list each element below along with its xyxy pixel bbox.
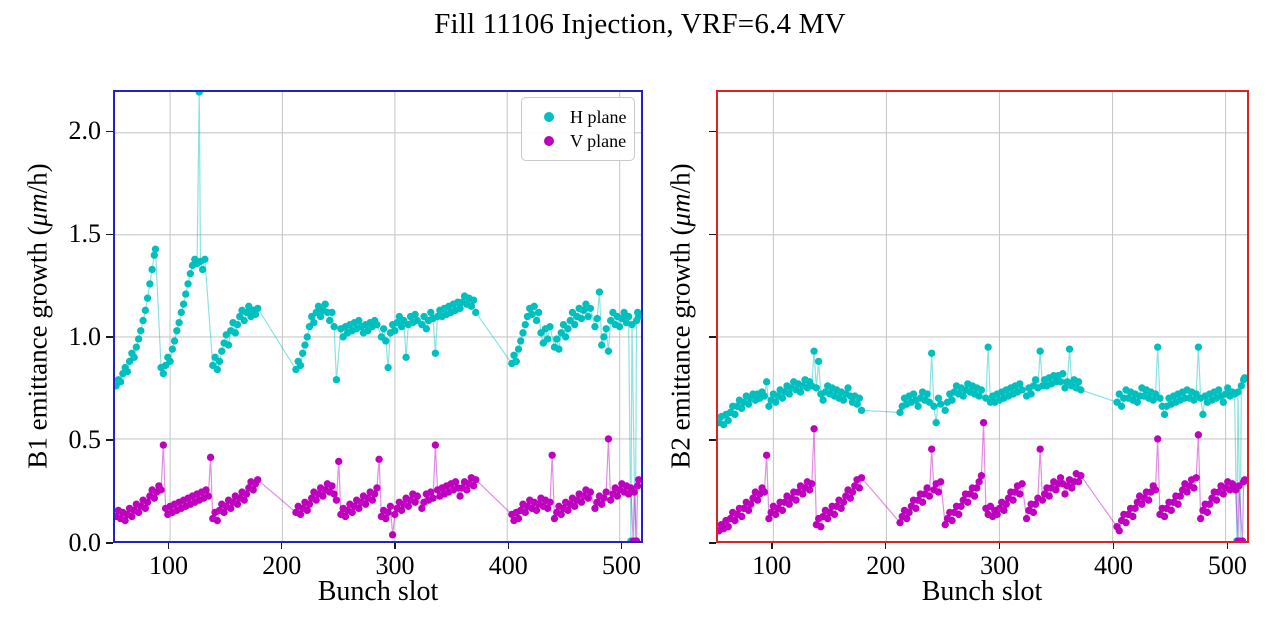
b2-y-axis-label-units: μm <box>665 193 696 227</box>
h-plane-series <box>718 343 1247 541</box>
y-tick-label: 0.5 <box>68 425 102 455</box>
h-plane-series <box>115 92 641 541</box>
b1-y-axis-label-prefix: B1 emittance growth ( <box>22 226 53 469</box>
y-tick-mark <box>106 542 113 544</box>
legend-label-v-plane: V plane <box>570 130 627 151</box>
x-tick-label: 300 <box>375 551 415 580</box>
x-tick-mark <box>771 543 773 549</box>
x-tick-label: 100 <box>752 551 792 580</box>
b2-y-axis-label-prefix: B2 emittance growth ( <box>665 226 696 469</box>
b1-y-axis-label-suffix: /h) <box>22 163 53 194</box>
b1-y-axis-label: B1 emittance growth (μm/h) <box>23 163 54 468</box>
x-tick-mark <box>167 543 170 549</box>
v-plane-series <box>718 418 1247 541</box>
y-tick-mark <box>106 233 113 235</box>
x-tick-mark <box>885 543 887 549</box>
x-tick-label: 500 <box>1207 551 1247 580</box>
y-tick-label: 0.0 <box>68 528 102 557</box>
v-plane-marker-icon <box>544 136 554 146</box>
b1-plot-area <box>115 92 641 541</box>
legend-item-v-plane: V plane <box>528 129 628 153</box>
b2-x-axis-label: Bunch slot <box>921 576 1043 607</box>
x-tick-mark <box>1112 543 1115 549</box>
legend-label-h-plane: H plane <box>570 106 627 127</box>
x-tick-label: 100 <box>148 551 188 580</box>
y-tick-label: 2.0 <box>68 116 102 146</box>
legend: H plane V plane <box>521 97 635 161</box>
y-tick-mark <box>709 439 716 441</box>
v-plane-series <box>115 435 641 541</box>
x-tick-label: 400 <box>1093 551 1133 580</box>
b1-y-axis-label-units: μm <box>22 193 53 227</box>
gridlines <box>718 92 1247 541</box>
x-tick-mark <box>1226 543 1229 549</box>
b1-plot-panel: H plane V plane <box>113 90 643 543</box>
y-tick-label: 1.0 <box>68 322 102 352</box>
y-tick-label: 1.5 <box>68 219 102 249</box>
x-tick-label: 200 <box>262 551 302 580</box>
y-tick-mark <box>106 336 113 338</box>
h-plane-marker-icon <box>544 112 554 122</box>
y-tick-mark <box>709 542 716 544</box>
x-tick-mark <box>281 543 283 549</box>
b2-plot-panel <box>716 90 1249 543</box>
y-tick-mark <box>709 336 716 338</box>
x-tick-label: 400 <box>488 551 528 580</box>
b1-x-axis-label: Bunch slot <box>317 576 439 607</box>
b2-plot-area <box>718 92 1247 541</box>
x-tick-label: 200 <box>866 551 906 580</box>
legend-item-h-plane: H plane <box>528 105 628 129</box>
y-tick-mark <box>709 130 716 132</box>
b2-y-axis-label: B2 emittance growth (μm/h) <box>666 163 697 468</box>
y-tick-mark <box>709 233 716 235</box>
x-tick-mark <box>620 543 623 549</box>
x-tick-mark <box>394 543 396 549</box>
y-tick-mark <box>106 439 113 441</box>
x-tick-label: 300 <box>980 551 1020 580</box>
x-tick-mark <box>507 543 509 549</box>
b2-y-axis-label-suffix: /h) <box>665 163 696 194</box>
x-tick-mark <box>998 543 1001 549</box>
figure-title: Fill 11106 Injection, VRF=6.4 MV <box>434 8 846 40</box>
y-tick-mark <box>106 130 113 132</box>
x-tick-label: 500 <box>601 551 641 580</box>
